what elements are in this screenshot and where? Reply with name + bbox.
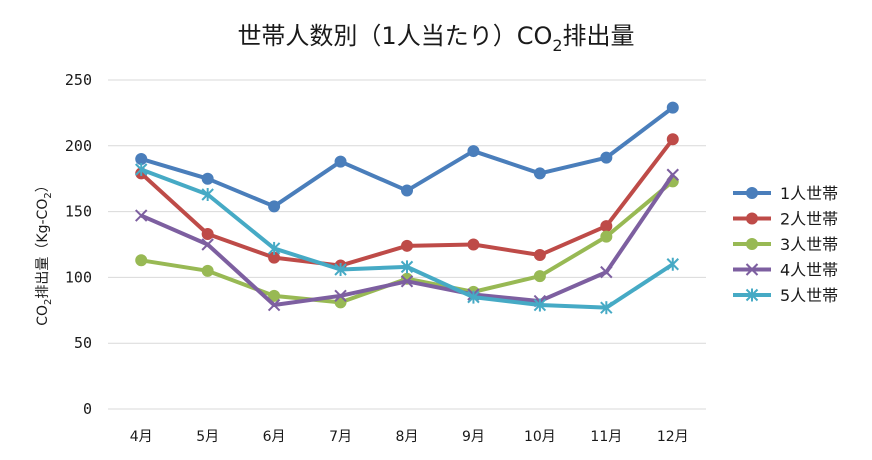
series-2 bbox=[135, 133, 679, 272]
legend-item: 4人世帯 bbox=[733, 261, 838, 280]
x-tick-label: 9月 bbox=[462, 429, 485, 445]
data-point bbox=[600, 230, 613, 243]
y-tick-label: 150 bbox=[65, 203, 92, 221]
data-point bbox=[135, 254, 148, 267]
x-tick-label: 7月 bbox=[329, 429, 352, 445]
series-1 bbox=[135, 101, 679, 213]
legend-label: 5人世帯 bbox=[780, 286, 838, 305]
data-point bbox=[666, 168, 679, 181]
data-point bbox=[467, 238, 480, 251]
chart-title: 世帯人数別（1人当たり）CO2排出量 bbox=[237, 22, 634, 55]
data-point bbox=[401, 184, 413, 197]
data-point bbox=[135, 152, 148, 165]
data-point bbox=[400, 260, 414, 274]
x-tick-label: 5月 bbox=[196, 429, 219, 445]
y-axis-label: CO2排出量（Kg-CO2） bbox=[35, 178, 54, 325]
series-5 bbox=[135, 162, 679, 315]
legend-marker bbox=[745, 288, 759, 302]
legend-label: 3人世帯 bbox=[780, 235, 838, 254]
data-point bbox=[334, 155, 347, 168]
x-tick-label: 11月 bbox=[590, 429, 622, 445]
data-point bbox=[268, 200, 281, 213]
x-tick-label: 12月 bbox=[657, 429, 689, 445]
data-point bbox=[467, 290, 480, 304]
legend-label: 2人世帯 bbox=[780, 210, 838, 229]
legend-label: 4人世帯 bbox=[780, 261, 838, 280]
data-point bbox=[666, 257, 679, 271]
legend-marker bbox=[746, 238, 758, 250]
series-lines bbox=[135, 101, 679, 315]
data-point bbox=[135, 162, 148, 176]
y-tick-label: 50 bbox=[74, 334, 92, 352]
legend-label: 1人世帯 bbox=[780, 184, 838, 203]
y-tick-label: 0 bbox=[83, 400, 92, 418]
y-tick-label: 100 bbox=[65, 268, 92, 286]
x-axis-ticks: 4月 5月 6月 7月 8月 9月 10月 11月 12月 bbox=[130, 429, 689, 445]
legend-item: 3人世帯 bbox=[733, 235, 838, 254]
x-tick-label: 6月 bbox=[263, 429, 286, 445]
data-point bbox=[600, 220, 613, 233]
x-tick-label: 10月 bbox=[524, 429, 556, 445]
legend-item: 1人世帯 bbox=[733, 184, 838, 203]
data-point bbox=[533, 249, 546, 262]
data-point bbox=[267, 298, 281, 312]
legend-marker bbox=[746, 187, 758, 199]
data-point bbox=[600, 301, 613, 315]
legend-marker bbox=[745, 263, 759, 276]
data-point bbox=[401, 239, 413, 252]
data-point bbox=[666, 133, 679, 146]
data-point bbox=[334, 263, 347, 277]
y-tick-label: 200 bbox=[65, 137, 92, 155]
legend: 1人世帯 2人世帯 3人世帯 4人世帯 5人世帯 bbox=[733, 184, 838, 305]
data-point bbox=[268, 289, 281, 302]
legend-marker bbox=[746, 212, 758, 225]
y-axis-ticks: 0 50 100 150 200 250 bbox=[65, 71, 92, 418]
data-point bbox=[201, 187, 214, 201]
legend-item: 2人世帯 bbox=[733, 210, 838, 229]
data-point bbox=[201, 227, 214, 240]
y-tick-label: 250 bbox=[65, 71, 92, 89]
legend-item: 5人世帯 bbox=[733, 286, 838, 305]
data-point bbox=[334, 289, 347, 303]
data-point bbox=[467, 145, 480, 158]
data-point bbox=[201, 238, 214, 251]
data-point bbox=[135, 209, 148, 222]
data-point bbox=[600, 151, 613, 164]
data-point bbox=[201, 264, 214, 277]
data-point bbox=[600, 265, 613, 279]
data-point bbox=[666, 101, 679, 114]
x-tick-label: 4月 bbox=[130, 429, 153, 445]
data-point bbox=[201, 172, 214, 185]
data-point bbox=[533, 167, 546, 180]
data-point bbox=[533, 270, 546, 283]
x-tick-label: 8月 bbox=[396, 429, 419, 445]
data-point bbox=[533, 298, 547, 312]
data-point bbox=[400, 275, 414, 288]
data-point bbox=[267, 241, 281, 255]
